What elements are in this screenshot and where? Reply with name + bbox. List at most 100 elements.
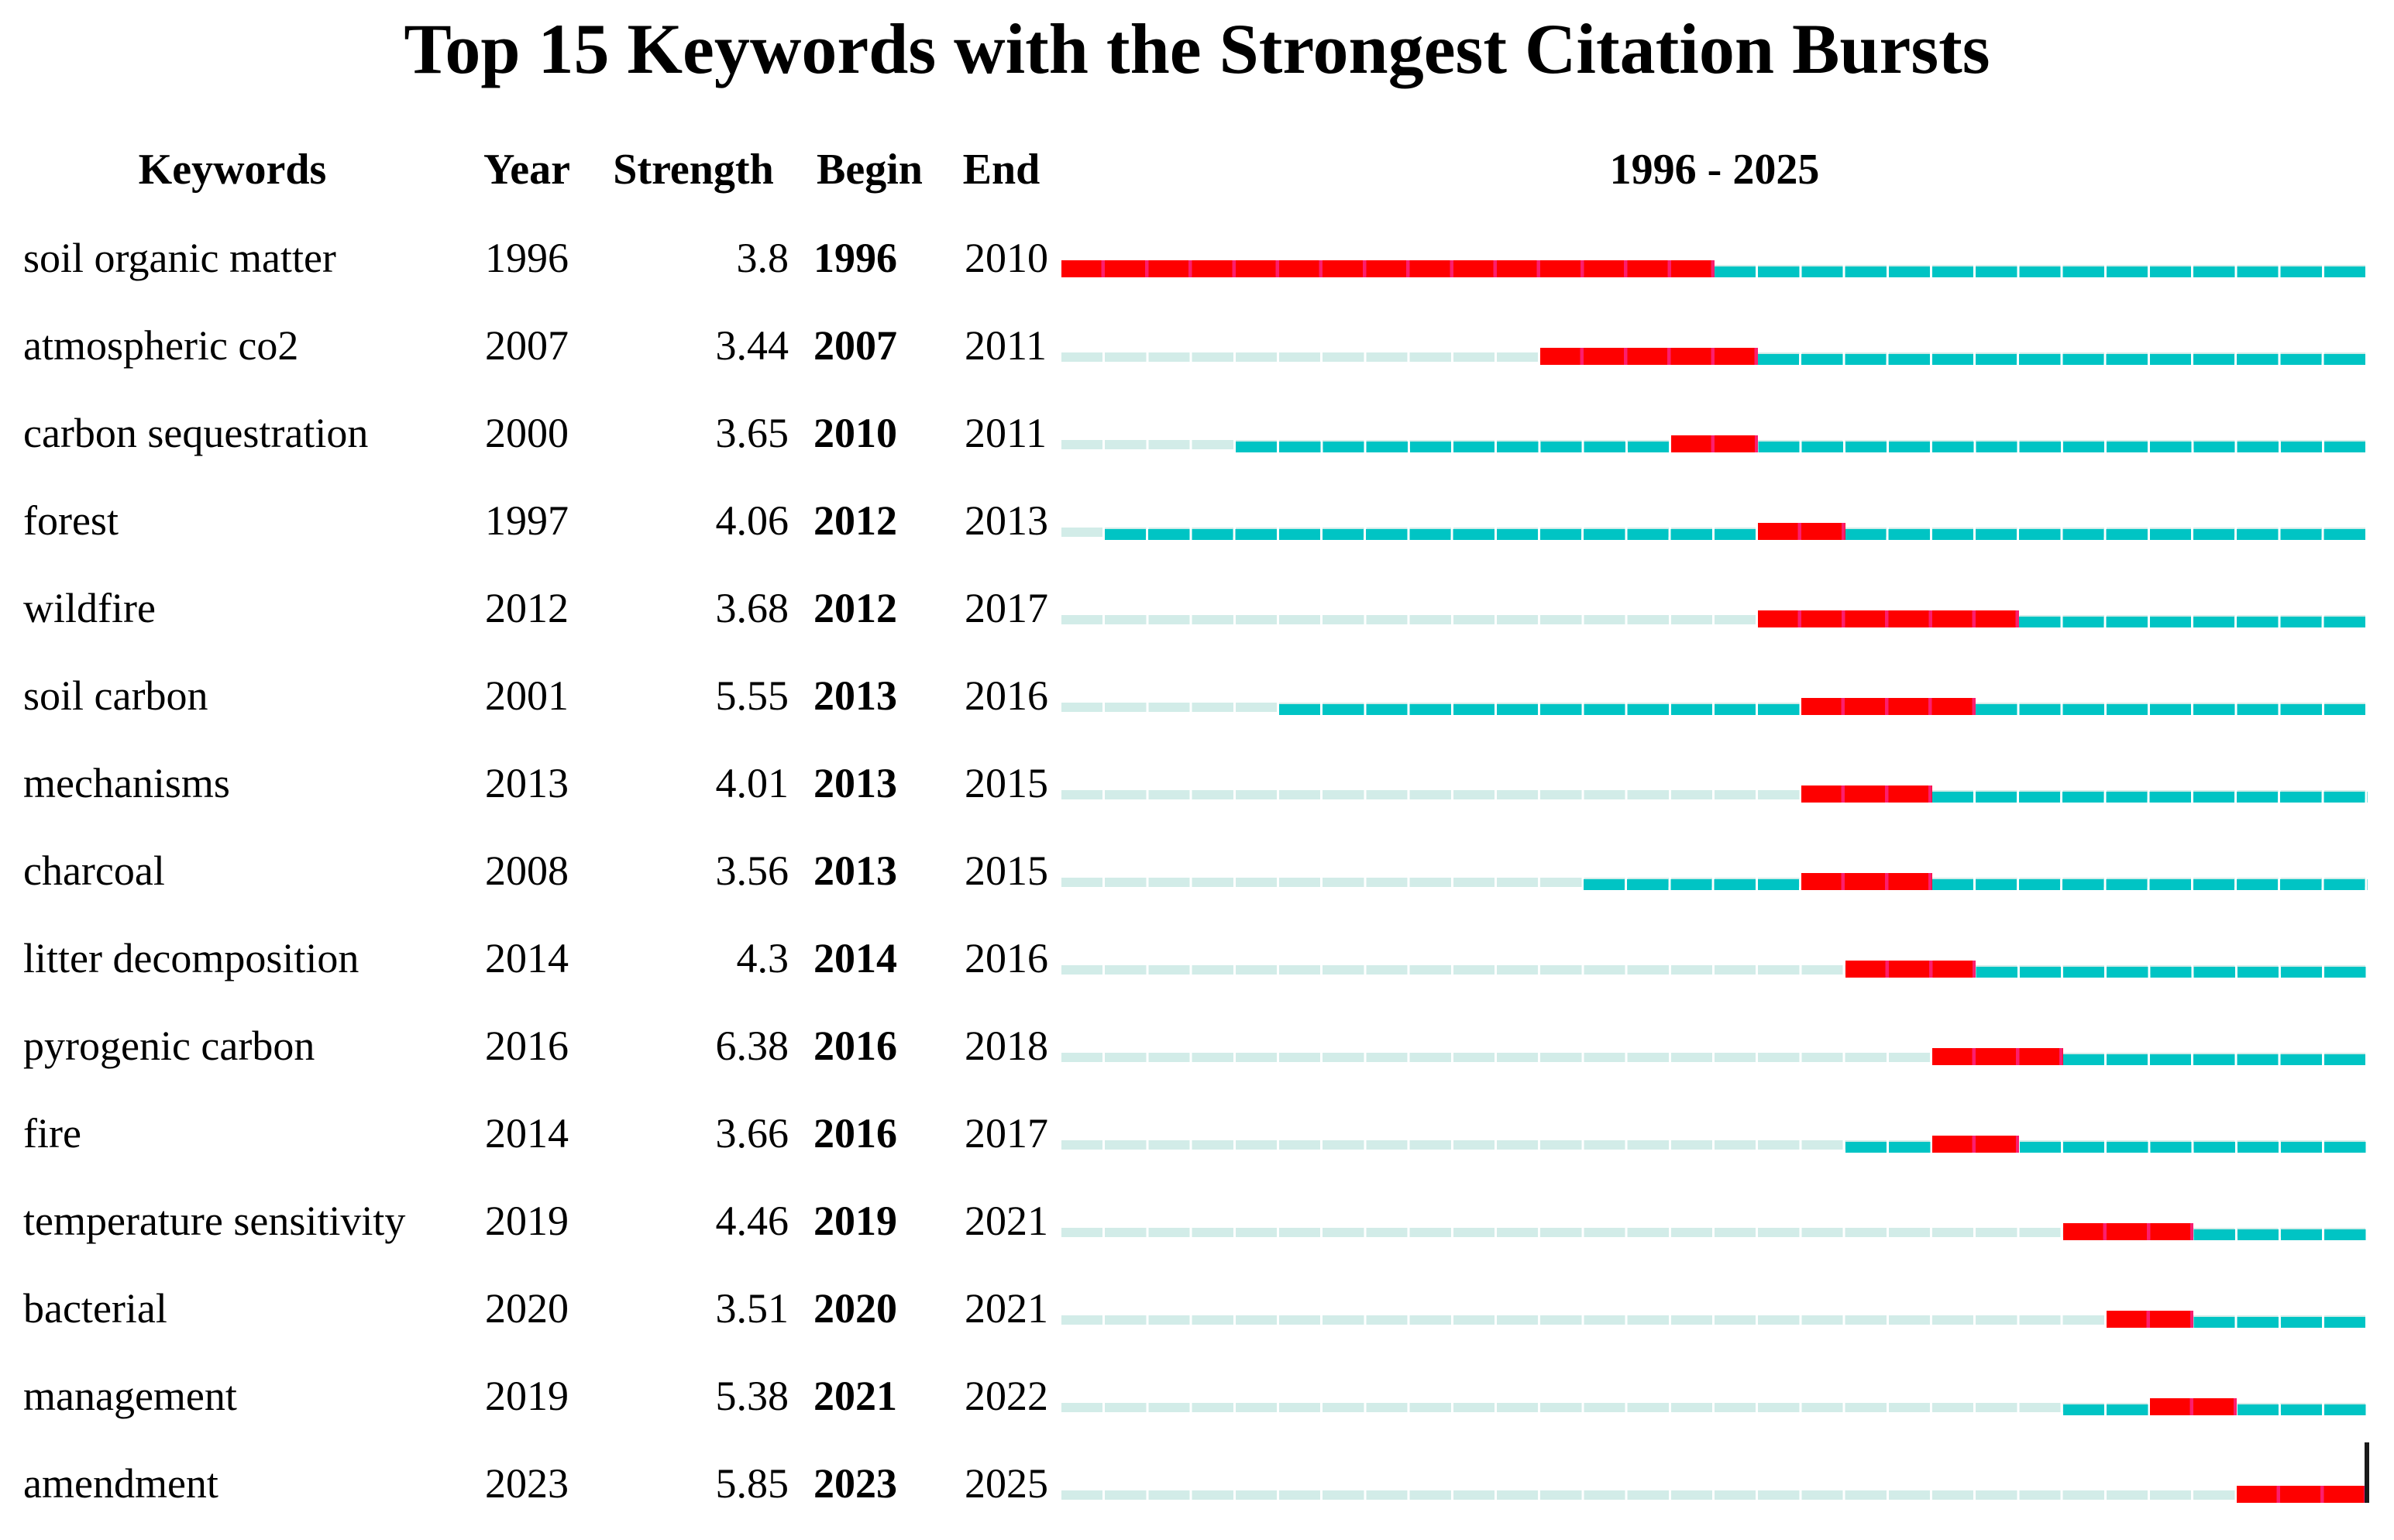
year-value: 2023 [485, 1459, 569, 1507]
begin-value: 2016 [813, 1022, 897, 1069]
keyword-row: litter decomposition 2014 4.3 2014 2016 [0, 914, 2394, 1002]
year-value: 2016 [485, 1022, 569, 1069]
begin-value: 2012 [813, 584, 897, 631]
strength-value: 4.46 [715, 1197, 789, 1244]
begin-value: 2010 [813, 409, 897, 456]
timeline-strip [1061, 522, 2368, 540]
timeline-cell [1061, 1439, 2369, 1527]
timeline-cell [1061, 1264, 2368, 1352]
year-value: 2000 [485, 409, 569, 456]
year-value: 1996 [485, 234, 569, 281]
timeline-strip [1061, 1135, 2368, 1153]
begin-value: 2013 [813, 759, 897, 806]
timeline-strip [1061, 347, 2368, 365]
burst-bar [1801, 697, 1976, 715]
burst-bar [1061, 260, 1715, 277]
begin-value: 2019 [813, 1197, 897, 1244]
end-value: 2016 [965, 672, 1048, 719]
timeline-strip [1061, 785, 2368, 803]
keyword-row: pyrogenic carbon 2016 6.38 2016 2018 [0, 1002, 2394, 1089]
year-value: 2013 [485, 759, 569, 806]
timeline-cell [1061, 301, 2368, 389]
end-value: 2021 [965, 1284, 1048, 1332]
end-value: 2015 [965, 847, 1048, 894]
begin-value: 2021 [813, 1372, 897, 1419]
strength-value: 3.66 [715, 1109, 789, 1157]
year-value: 2001 [485, 672, 569, 719]
keyword-row: forest 1997 4.06 2012 2013 [0, 476, 2394, 564]
keyword-label: litter decomposition [23, 934, 359, 981]
keyword-label: management [23, 1372, 237, 1419]
timeline-cell [1061, 476, 2368, 564]
keyword-label: fire [23, 1109, 81, 1157]
end-value: 2017 [965, 1109, 1048, 1157]
timeline-cell [1061, 1002, 2368, 1089]
end-value: 2022 [965, 1372, 1048, 1419]
keyword-label: bacterial [23, 1284, 167, 1332]
col-header-begin: Begin [817, 145, 923, 194]
timeline-strip [1061, 960, 2368, 978]
timeline-strip [1061, 435, 2368, 452]
timeline-strip [1061, 1310, 2368, 1328]
keyword-row: wildfire 2012 3.68 2012 2017 [0, 564, 2394, 651]
timeline-cell [1061, 1177, 2368, 1264]
strength-value: 5.38 [715, 1372, 789, 1419]
keyword-row: management 2019 5.38 2021 2022 [0, 1352, 2394, 1439]
col-header-end: End [962, 145, 1040, 194]
table-body: soil organic matter 1996 3.8 1996 2010 atmosp… [0, 214, 2394, 1527]
strength-value: 6.38 [715, 1022, 789, 1069]
active-line [1584, 878, 2368, 890]
burst-bar [2062, 1222, 2194, 1240]
burst-bar [1932, 1047, 2063, 1065]
timeline-cell [1061, 389, 2368, 476]
burst-bar [2237, 1485, 2368, 1503]
keyword-row: carbon sequestration 2000 3.65 2010 2011 [0, 389, 2394, 476]
timeline-strip [1061, 1222, 2368, 1240]
begin-value: 2007 [813, 321, 897, 369]
burst-table: Keywords Year Strength Begin End 1996 - … [0, 125, 2394, 1527]
strength-value: 4.3 [736, 934, 789, 981]
keyword-row: fire 2014 3.66 2016 2017 [0, 1089, 2394, 1177]
end-value: 2011 [965, 321, 1047, 369]
end-value: 2015 [965, 759, 1048, 806]
keyword-label: soil organic matter [23, 234, 336, 281]
year-value: 2008 [485, 847, 569, 894]
timeline-cell [1061, 564, 2368, 651]
timeline-strip [1061, 260, 2368, 277]
end-value: 2011 [965, 409, 1047, 456]
keyword-row: amendment 2023 5.85 2023 2025 [0, 1439, 2394, 1527]
active-line [1235, 441, 2368, 452]
timeline-cell [1061, 1089, 2368, 1177]
col-header-year: Year [483, 145, 570, 194]
burst-bar [1801, 785, 1932, 803]
burst-bar [1845, 960, 1976, 978]
strength-value: 3.56 [715, 847, 789, 894]
end-value: 2017 [965, 584, 1048, 631]
keyword-label: atmospheric co2 [23, 321, 299, 369]
timeline-strip [1061, 610, 2368, 627]
timeline-strip [1061, 697, 2368, 715]
year-value: 2019 [485, 1197, 569, 1244]
timeline-cell [1061, 739, 2368, 827]
active-line [1105, 528, 2368, 540]
burst-bar [2149, 1397, 2237, 1415]
timeline-cell [1061, 1352, 2368, 1439]
strength-value: 3.8 [736, 234, 789, 281]
end-value: 2018 [965, 1022, 1048, 1069]
active-line [1845, 966, 2368, 978]
end-value: 2013 [965, 497, 1048, 544]
page-title: Top 15 Keywords with the Strongest Citat… [404, 9, 1990, 88]
timeline-cell [1061, 914, 2368, 1002]
keyword-label: charcoal [23, 847, 165, 894]
keyword-label: temperature sensitivity [23, 1197, 406, 1244]
timeline-cell [1061, 651, 2368, 739]
year-value: 2012 [485, 584, 569, 631]
begin-value: 2013 [813, 672, 897, 719]
begin-value: 2016 [813, 1109, 897, 1157]
begin-value: 2013 [813, 847, 897, 894]
keyword-row: temperature sensitivity 2019 4.46 2019 2021 [0, 1177, 2394, 1264]
keyword-row: soil organic matter 1996 3.8 1996 2010 [0, 214, 2394, 301]
timeline-cell [1061, 827, 2368, 914]
col-header-keywords: Keywords [138, 145, 327, 194]
keyword-label: wildfire [23, 584, 156, 631]
